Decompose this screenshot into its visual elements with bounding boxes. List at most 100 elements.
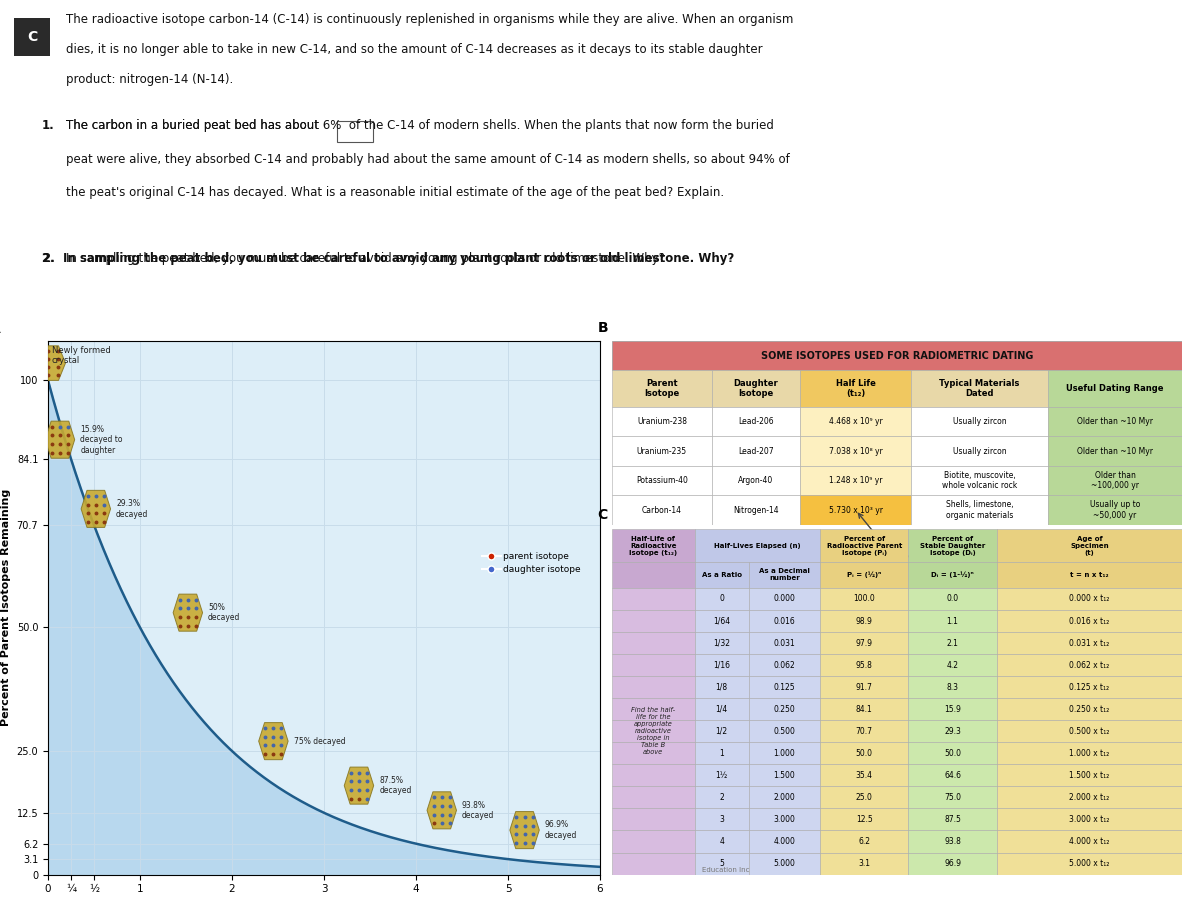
- FancyBboxPatch shape: [820, 764, 908, 787]
- Text: Uranium-235: Uranium-235: [637, 447, 686, 456]
- Text: Older than
~100,000 yr: Older than ~100,000 yr: [1091, 471, 1139, 491]
- FancyBboxPatch shape: [14, 18, 50, 57]
- FancyBboxPatch shape: [800, 370, 911, 407]
- FancyBboxPatch shape: [908, 529, 997, 562]
- FancyBboxPatch shape: [911, 437, 1048, 466]
- FancyBboxPatch shape: [612, 562, 695, 588]
- Text: 0.016 x t₁₂: 0.016 x t₁₂: [1069, 616, 1110, 625]
- Text: 0.000: 0.000: [774, 595, 796, 604]
- FancyBboxPatch shape: [695, 808, 749, 831]
- Text: Lead-207: Lead-207: [738, 447, 774, 456]
- Text: 5.730 x 10³ yr: 5.730 x 10³ yr: [829, 506, 883, 515]
- Text: 75.0: 75.0: [944, 793, 961, 802]
- Text: dies, it is no longer able to take in new C-14, and so the amount of C-14 decrea: dies, it is no longer able to take in ne…: [66, 43, 763, 57]
- FancyBboxPatch shape: [820, 654, 908, 676]
- FancyBboxPatch shape: [612, 743, 695, 764]
- Text: peat were alive, they absorbed C-14 and probably had about the same amount of C-: peat were alive, they absorbed C-14 and …: [66, 152, 790, 166]
- Text: 3.000: 3.000: [774, 815, 796, 824]
- FancyBboxPatch shape: [997, 632, 1182, 654]
- Text: Pᵢ = (½)ⁿ: Pᵢ = (½)ⁿ: [847, 571, 882, 579]
- FancyBboxPatch shape: [997, 588, 1182, 610]
- FancyBboxPatch shape: [820, 831, 908, 852]
- Text: 5730 y: 5730 y: [858, 513, 912, 560]
- FancyBboxPatch shape: [820, 720, 908, 743]
- Text: C: C: [28, 30, 37, 44]
- Text: 1/32: 1/32: [713, 639, 731, 648]
- FancyBboxPatch shape: [1048, 466, 1182, 495]
- Text: 87.5%
decayed: 87.5% decayed: [379, 776, 412, 796]
- Text: 1/4: 1/4: [715, 705, 728, 714]
- Text: 0.031: 0.031: [774, 639, 796, 648]
- FancyBboxPatch shape: [712, 437, 800, 466]
- Text: In sampling the peat bed, you must be careful to avoid any young plant roots or : In sampling the peat bed, you must be ca…: [66, 252, 665, 266]
- Text: 7.038 x 10⁸ yr: 7.038 x 10⁸ yr: [829, 447, 882, 456]
- Text: 2: 2: [719, 793, 724, 802]
- FancyBboxPatch shape: [695, 588, 749, 610]
- FancyBboxPatch shape: [695, 831, 749, 852]
- FancyBboxPatch shape: [820, 676, 908, 698]
- Text: 1.1: 1.1: [947, 616, 959, 625]
- FancyBboxPatch shape: [749, 743, 820, 764]
- FancyBboxPatch shape: [749, 562, 820, 588]
- Text: Uranium-238: Uranium-238: [637, 417, 686, 426]
- FancyBboxPatch shape: [612, 370, 712, 407]
- FancyBboxPatch shape: [749, 632, 820, 654]
- FancyBboxPatch shape: [911, 407, 1048, 437]
- Text: 0.0: 0.0: [947, 595, 959, 604]
- FancyBboxPatch shape: [800, 407, 911, 437]
- FancyBboxPatch shape: [695, 698, 749, 720]
- Text: 1: 1: [719, 749, 724, 758]
- Text: 4: 4: [719, 837, 724, 846]
- FancyBboxPatch shape: [612, 720, 695, 743]
- Text: Potassium-40: Potassium-40: [636, 476, 688, 485]
- FancyBboxPatch shape: [820, 562, 908, 588]
- FancyBboxPatch shape: [820, 743, 908, 764]
- Text: 4.000: 4.000: [774, 837, 796, 846]
- FancyBboxPatch shape: [911, 370, 1048, 407]
- FancyBboxPatch shape: [800, 495, 911, 525]
- Text: Biotite, muscovite,
whole volcanic rock: Biotite, muscovite, whole volcanic rock: [942, 471, 1018, 491]
- Text: 50.0: 50.0: [944, 749, 961, 758]
- Text: Newly formed
crystal: Newly formed crystal: [52, 346, 110, 365]
- Text: 95.8: 95.8: [856, 660, 872, 669]
- Text: B: B: [598, 321, 608, 335]
- Text: Parent
Isotope: Parent Isotope: [644, 379, 679, 398]
- Text: Percent of
Stable Daughter
Isotope (Dᵢ): Percent of Stable Daughter Isotope (Dᵢ): [920, 536, 985, 555]
- Text: 0.062 x t₁₂: 0.062 x t₁₂: [1069, 660, 1110, 669]
- FancyBboxPatch shape: [997, 787, 1182, 808]
- FancyBboxPatch shape: [749, 787, 820, 808]
- FancyBboxPatch shape: [908, 852, 997, 875]
- Polygon shape: [46, 422, 74, 458]
- Text: 25.0: 25.0: [856, 793, 872, 802]
- Text: Nitrogen-14: Nitrogen-14: [733, 506, 779, 515]
- FancyBboxPatch shape: [749, 676, 820, 698]
- Text: As a Ratio: As a Ratio: [702, 572, 742, 578]
- FancyBboxPatch shape: [612, 529, 695, 562]
- Text: 0.031 x t₁₂: 0.031 x t₁₂: [1069, 639, 1110, 648]
- Text: Shells, limestone,
organic materials: Shells, limestone, organic materials: [946, 501, 1014, 519]
- FancyBboxPatch shape: [908, 654, 997, 676]
- FancyBboxPatch shape: [612, 610, 695, 632]
- Text: Daughter
Isotope: Daughter Isotope: [733, 379, 779, 398]
- Text: 0.125: 0.125: [774, 683, 796, 692]
- FancyBboxPatch shape: [712, 407, 800, 437]
- Text: The radioactive isotope carbon-14 (C-14) is continuously replenished in organism: The radioactive isotope carbon-14 (C-14)…: [66, 13, 793, 26]
- Text: SOME ISOTOPES USED FOR RADIOMETRIC DATING: SOME ISOTOPES USED FOR RADIOMETRIC DATIN…: [761, 351, 1033, 361]
- FancyBboxPatch shape: [908, 787, 997, 808]
- FancyBboxPatch shape: [749, 808, 820, 831]
- FancyBboxPatch shape: [612, 831, 695, 852]
- Text: Older than ~10 Myr: Older than ~10 Myr: [1078, 417, 1153, 426]
- Text: Older than ~10 Myr: Older than ~10 Myr: [1078, 447, 1153, 456]
- FancyBboxPatch shape: [997, 808, 1182, 831]
- Text: 93.8: 93.8: [944, 837, 961, 846]
- Text: 15.9%
decayed to
daughter: 15.9% decayed to daughter: [80, 425, 122, 455]
- FancyBboxPatch shape: [612, 787, 695, 808]
- Text: 93.8%
decayed: 93.8% decayed: [462, 801, 494, 820]
- Text: 4.468 x 10⁹ yr: 4.468 x 10⁹ yr: [829, 417, 882, 426]
- Text: 2.000 x t₁₂: 2.000 x t₁₂: [1069, 793, 1110, 802]
- FancyBboxPatch shape: [1048, 437, 1182, 466]
- FancyBboxPatch shape: [749, 610, 820, 632]
- Text: Half-Lives Elapsed (n): Half-Lives Elapsed (n): [714, 543, 800, 549]
- Polygon shape: [82, 491, 110, 527]
- Text: Half-Life of
Radioactive
Isotope (t₁₂): Half-Life of Radioactive Isotope (t₁₂): [629, 536, 677, 555]
